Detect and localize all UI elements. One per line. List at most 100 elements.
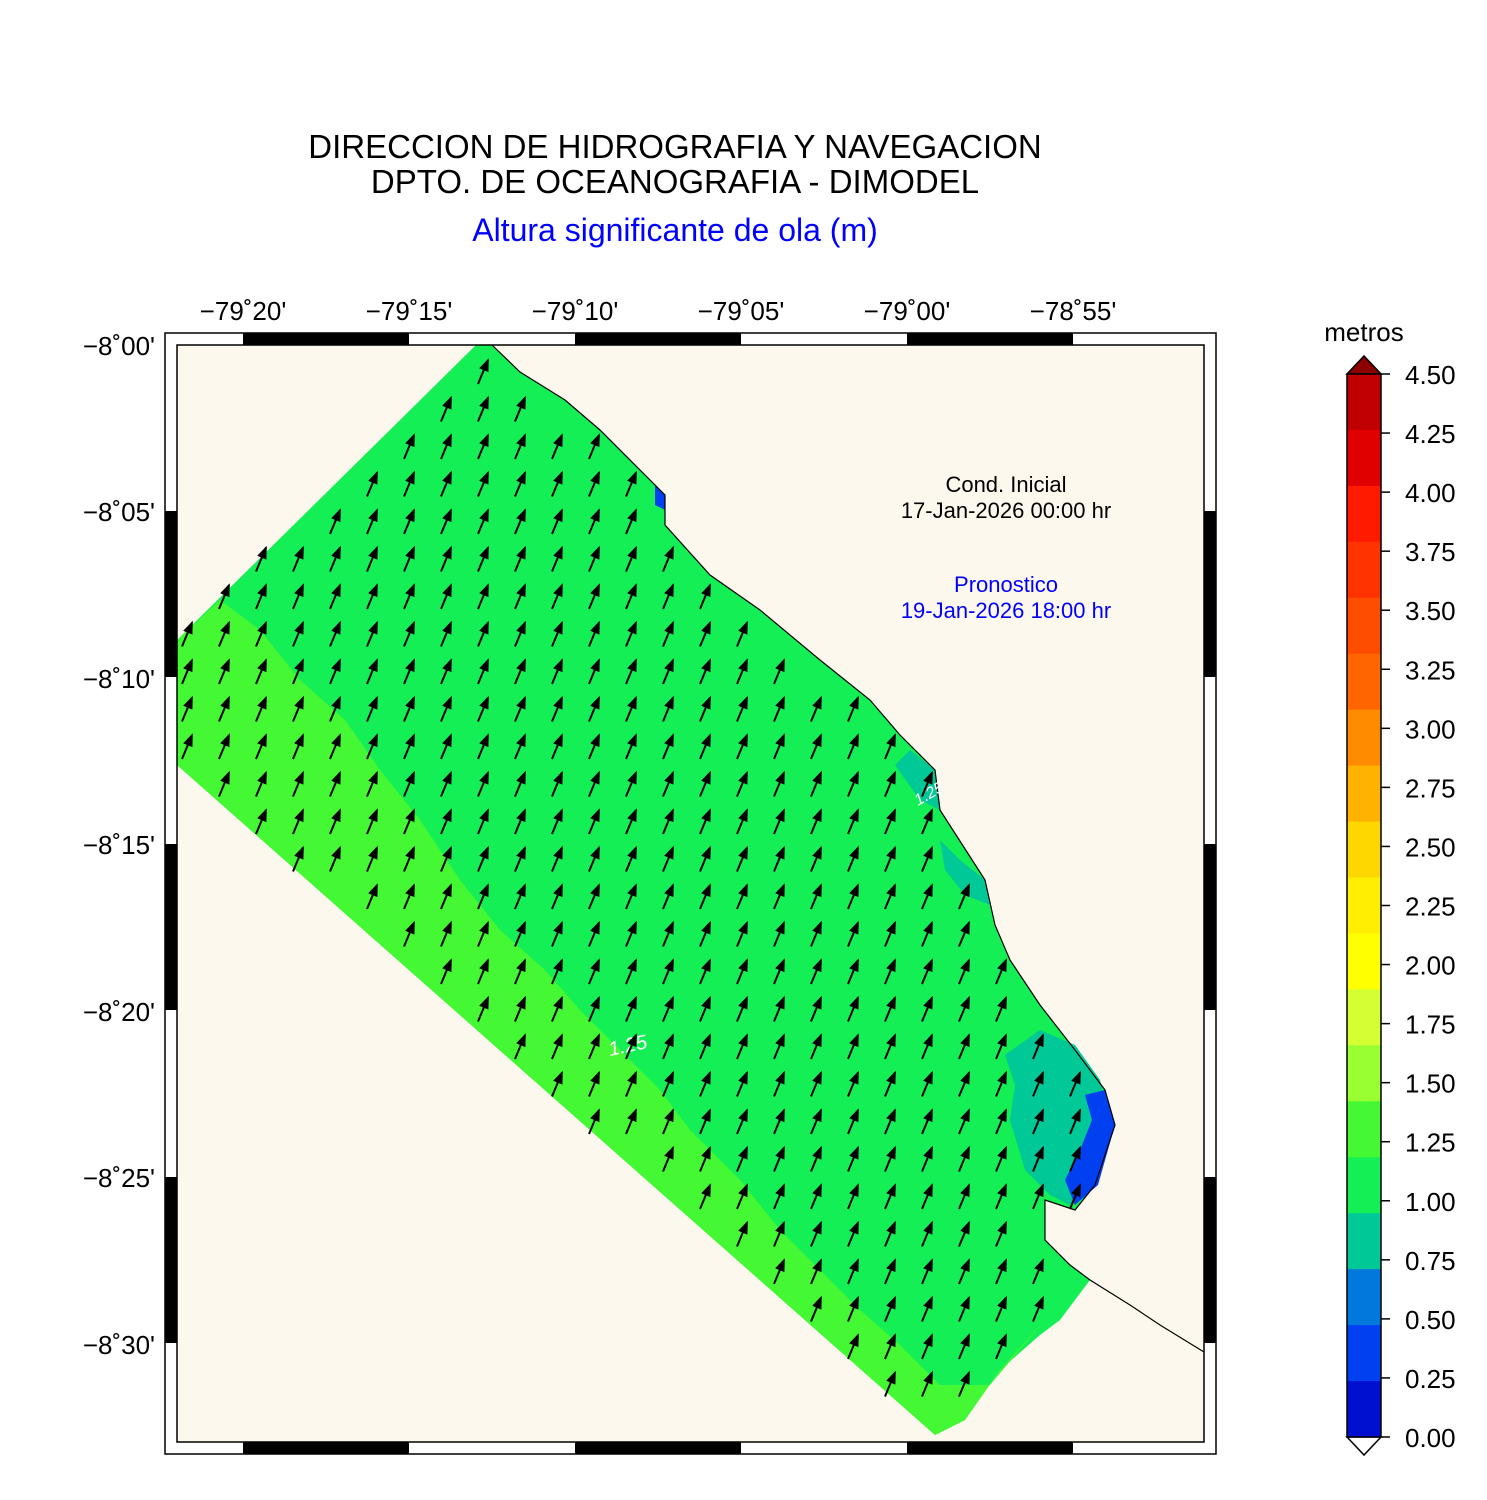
wave-arrow-head [923,1145,933,1160]
wave-arrow-head [590,1033,600,1048]
wave-arrow-head [405,470,415,485]
wave-arrow-head [368,545,378,560]
wave-arrow-head [405,845,415,860]
wave-arrow-head [220,770,230,785]
forecast-annotation: Pronostico 19-Jan-2026 18:00 hr [856,572,1156,624]
wave-arrow-head [738,1145,748,1160]
colorbar-value-label: 4.25 [1405,419,1456,449]
wave-arrow-head [331,695,341,710]
wave-arrow-head [220,620,230,635]
wave-arrow-head [701,733,711,748]
wave-arrow-head [183,620,193,635]
wave-arrow-head [220,695,230,710]
wave-arrow-head [516,958,526,973]
colorbar-value-label: 2.50 [1405,832,1456,862]
wave-arrow-head [701,1145,711,1160]
wave-arrow-head [664,695,674,710]
lon-tick-label: −79˚15' [366,296,453,326]
wave-arrow-head [479,958,489,973]
wave-arrow-head [849,770,859,785]
lat-tick-label: −8˚05' [83,497,155,527]
wave-arrow-head [886,1070,896,1085]
wave-arrow-head [516,883,526,898]
wave-arrow-head [849,1033,859,1048]
colorbar-value-label: 3.00 [1405,714,1456,744]
latitude-axis: −8˚00' −8˚05' −8˚10' −8˚15' −8˚20' −8˚25… [83,331,155,1360]
wave-arrow-head [442,545,452,560]
colorbar-segment [1347,429,1381,487]
initial-condition-time: 17-Jan-2026 00:00 hr [900,498,1112,523]
wave-arrow-head [516,733,526,748]
wave-arrow-head [627,508,637,523]
wave-arrow-head [331,845,341,860]
wave-arrow-head [849,1258,859,1273]
wave-arrow-head [775,695,785,710]
wave-arrow-head [664,770,674,785]
wave-arrow-head [479,658,489,673]
wave-arrow-head [294,545,304,560]
wave-arrow-head [590,883,600,898]
wave-arrow-head [516,845,526,860]
wave-arrow-head [294,658,304,673]
wave-band-0-25 [1065,1090,1115,1205]
coastline [491,344,1205,1353]
wave-arrow-head [1034,1070,1044,1085]
wave-arrow-head [775,770,785,785]
colorbar-segment [1347,374,1381,431]
wave-arrow-head [331,733,341,748]
wave-arrow-head [775,1183,785,1198]
colorbar-value-label: 1.25 [1405,1128,1456,1158]
wave-arrow-head [775,1033,785,1048]
wave-arrow-head [775,1070,785,1085]
wave-arrow-head [960,958,970,973]
wave-arrow-head [923,808,933,823]
wave-arrow-head [553,508,563,523]
wave-arrow-head [775,1220,785,1235]
wave-arrow-head [479,733,489,748]
wave-arrow-head [886,958,896,973]
colorbar-segment [1347,1157,1381,1214]
wave-arrow-head [923,883,933,898]
wave-arrow-head [738,733,748,748]
wave-band-1-25 [177,600,1045,1435]
wave-arrow-head [590,695,600,710]
wave-arrow-head [664,995,674,1010]
wave-arrow-head [886,995,896,1010]
wave-arrow-head [331,508,341,523]
wave-arrow-head [553,470,563,485]
wave-arrow-head [331,808,341,823]
wave-arrow-head [960,1183,970,1198]
wave-band-0-75-b [895,750,940,810]
wave-arrow-head [257,695,267,710]
wave-arrow-head [886,883,896,898]
wave-arrow-head [701,583,711,598]
wave-arrow-head [294,845,304,860]
wave-arrow-head [997,1070,1007,1085]
wave-arrow-head [923,1033,933,1048]
colorbar-segment [1347,1213,1381,1270]
colorbar-value-label: 2.25 [1405,892,1456,922]
wave-arrow-head [738,958,748,973]
wave-arrow-head [442,395,452,410]
wave-arrow-head [516,995,526,1010]
wave-arrow-head [701,770,711,785]
lon-tick-label: −79˚20' [200,296,287,326]
wave-arrow-head [479,358,489,373]
wave-arrow-head [701,958,711,973]
colorbar-segment [1347,1381,1381,1438]
wave-arrow-head [738,1033,748,1048]
colorbar-segment [1347,765,1381,823]
wave-arrow-head [479,470,489,485]
wave-arrow-head [812,695,822,710]
wave-arrow-head [738,695,748,710]
wave-arrow-head [516,695,526,710]
wave-arrow-head [442,508,452,523]
colorbar-value-label: 0.00 [1405,1423,1456,1453]
wave-arrow-head [1071,1183,1081,1198]
wave-arrow-head [812,733,822,748]
wave-arrow-head [442,470,452,485]
wave-arrow-head [960,1295,970,1310]
wave-arrow-head [849,1183,859,1198]
wave-arrow-head [775,958,785,973]
